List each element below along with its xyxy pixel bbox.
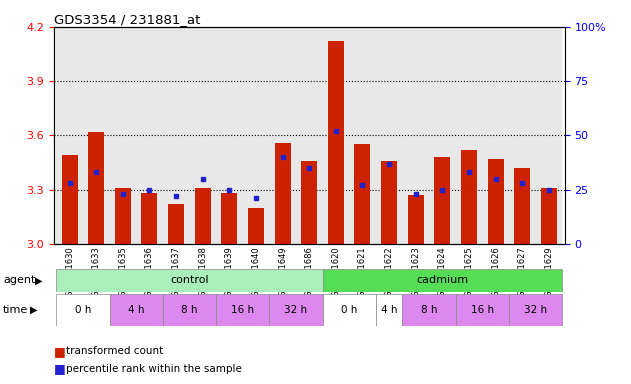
Bar	[62, 155, 78, 244]
Text: ■: ■	[54, 362, 66, 375]
Bar	[269, 27, 296, 244]
Text: percentile rank within the sample: percentile rank within the sample	[66, 364, 242, 374]
Bar	[381, 161, 397, 244]
Bar	[355, 144, 370, 244]
Text: 32 h: 32 h	[524, 305, 547, 315]
Text: cadmium: cadmium	[416, 275, 468, 285]
Bar	[509, 294, 562, 326]
Bar	[110, 27, 136, 244]
Text: 8 h: 8 h	[421, 305, 437, 315]
Bar	[115, 188, 131, 244]
Text: ▶: ▶	[30, 305, 38, 315]
Bar	[296, 27, 322, 244]
Bar	[163, 27, 189, 244]
Bar	[403, 294, 456, 326]
Bar	[509, 27, 536, 244]
Bar	[536, 27, 562, 244]
Text: 16 h: 16 h	[471, 305, 494, 315]
Text: ■: ■	[54, 345, 66, 358]
Bar	[349, 27, 375, 244]
Bar	[301, 161, 317, 244]
Bar	[248, 208, 264, 244]
Bar	[56, 27, 83, 244]
Bar	[456, 27, 482, 244]
Text: ▶: ▶	[35, 275, 42, 285]
Bar	[328, 41, 344, 244]
Text: control: control	[170, 275, 209, 285]
Bar	[136, 27, 163, 244]
Bar	[88, 132, 104, 244]
Bar	[163, 294, 216, 326]
Bar	[216, 294, 269, 326]
Text: 0 h: 0 h	[74, 305, 91, 315]
Bar	[168, 204, 184, 244]
Bar	[403, 27, 429, 244]
Bar	[243, 27, 269, 244]
Text: 32 h: 32 h	[285, 305, 307, 315]
Bar	[216, 27, 243, 244]
Text: 8 h: 8 h	[181, 305, 198, 315]
Bar	[141, 193, 158, 244]
Text: GDS3354 / 231881_at: GDS3354 / 231881_at	[54, 13, 200, 26]
Bar	[456, 294, 509, 326]
Bar	[514, 168, 530, 244]
Bar	[322, 269, 562, 292]
Bar	[56, 294, 110, 326]
Bar	[56, 269, 322, 292]
Bar	[541, 188, 557, 244]
Text: 0 h: 0 h	[341, 305, 357, 315]
Bar	[488, 159, 504, 244]
Bar	[195, 188, 211, 244]
Text: 4 h: 4 h	[128, 305, 144, 315]
Text: agent: agent	[3, 275, 35, 285]
Bar	[408, 195, 423, 244]
Bar	[429, 27, 456, 244]
Bar	[482, 27, 509, 244]
Text: time: time	[3, 305, 28, 315]
Bar	[274, 142, 290, 244]
Bar	[322, 27, 349, 244]
Bar	[322, 294, 375, 326]
Text: 16 h: 16 h	[231, 305, 254, 315]
Bar	[375, 27, 403, 244]
Bar	[269, 294, 322, 326]
Bar	[83, 27, 110, 244]
Bar	[189, 27, 216, 244]
Bar	[110, 294, 163, 326]
Bar	[375, 294, 403, 326]
Bar	[461, 150, 477, 244]
Bar	[221, 193, 237, 244]
Text: 4 h: 4 h	[380, 305, 398, 315]
Text: transformed count: transformed count	[66, 346, 163, 356]
Bar	[434, 157, 451, 244]
